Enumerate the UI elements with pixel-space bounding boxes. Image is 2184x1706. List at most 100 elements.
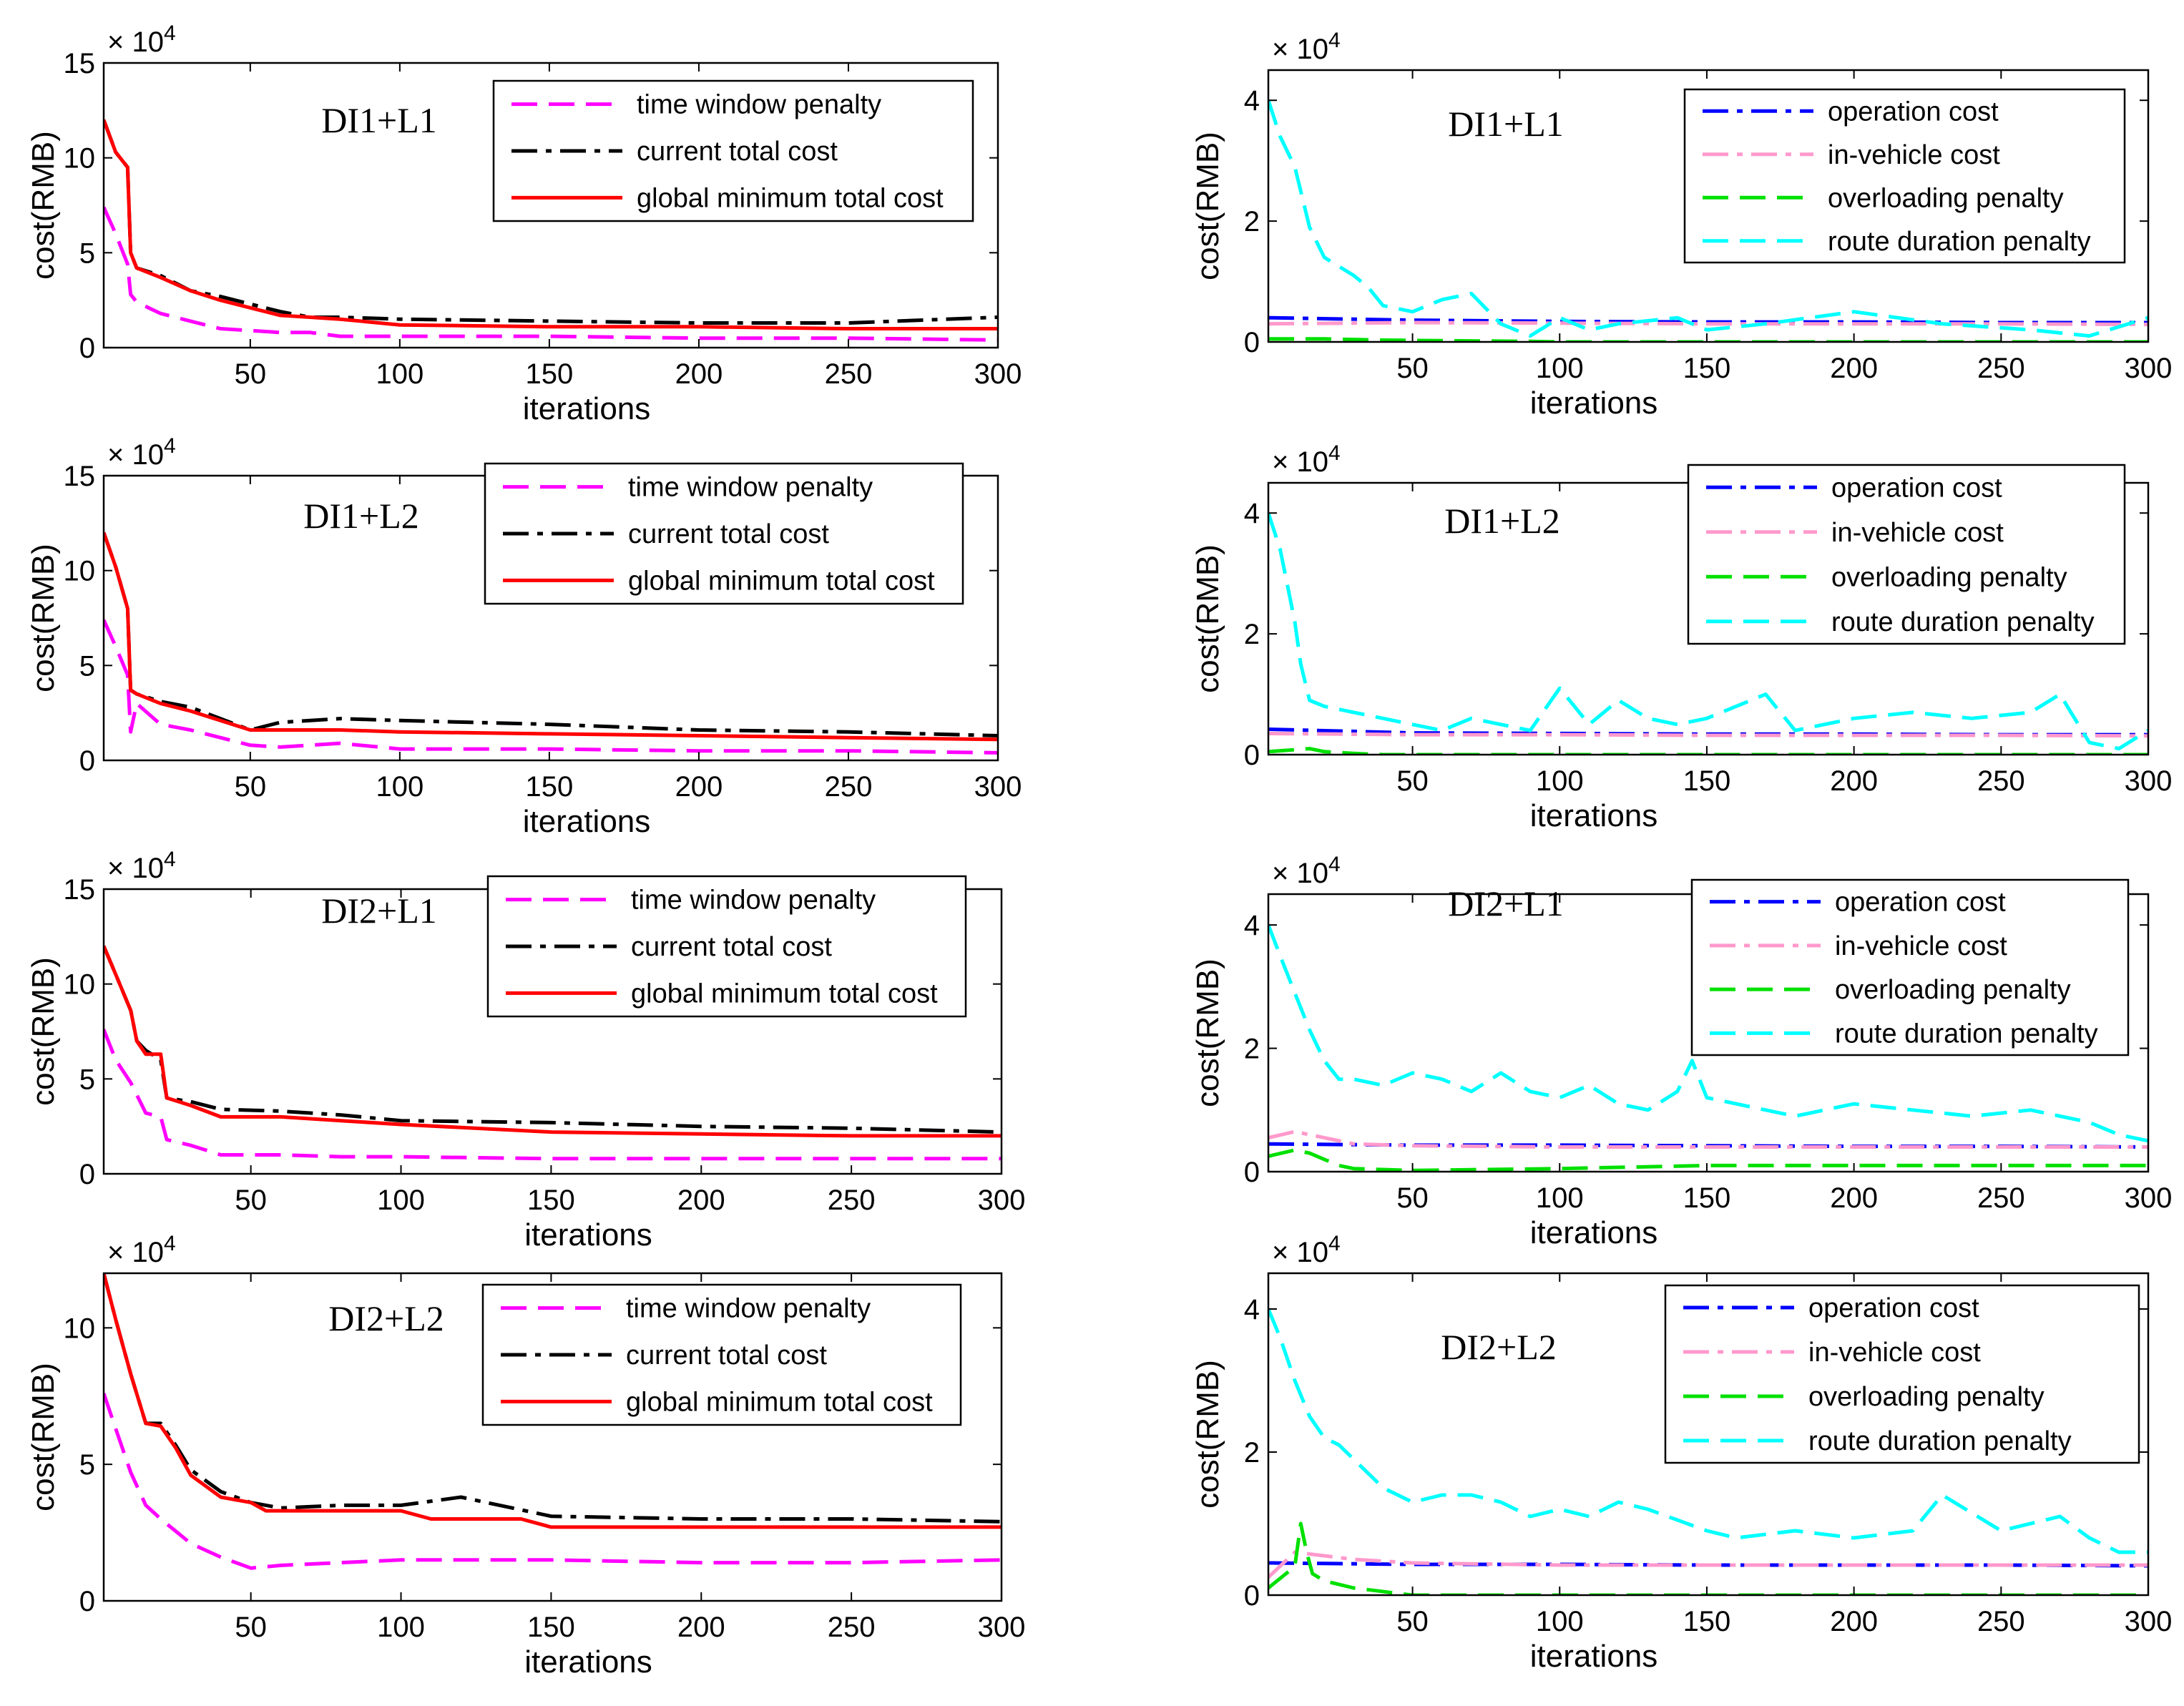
x-axis-label: iterations (524, 1644, 652, 1680)
legend-label: route duration penalty (1828, 227, 2091, 257)
legend-label: overloading penalty (1828, 183, 2064, 213)
series-line-route-duration-penalty (1268, 924, 2148, 1143)
legend-label: overloading penalty (1808, 1382, 2045, 1412)
x-axis-label: iterations (524, 1217, 652, 1252)
x-tick-label: 150 (526, 358, 574, 390)
y-tick-label: 5 (79, 1449, 95, 1481)
x-tick-label: 150 (1683, 765, 1731, 797)
x-tick-label: 150 (526, 771, 574, 803)
y-multiplier-label: × 104 (1272, 29, 1341, 65)
y-tick-label: 5 (79, 1064, 95, 1095)
y-axis-label: cost(RMB) (26, 957, 61, 1106)
y-tick-label: 15 (64, 874, 96, 906)
series-line-time-window-penalty (104, 1393, 1002, 1570)
panel-title: DI2+L1 (321, 891, 437, 931)
x-tick-label: 100 (377, 1612, 425, 1643)
y-axis-label: cost(RMB) (26, 1363, 61, 1511)
x-tick-label: 300 (974, 358, 1022, 390)
x-tick-label: 50 (235, 1185, 267, 1216)
axes-frame (102, 62, 999, 349)
legend: time window penalty current total cost glo… (486, 875, 967, 1018)
legend-box (1683, 88, 2126, 264)
y-multiplier-label: × 104 (107, 1232, 176, 1268)
legend: time window penalty current total cost glo… (492, 79, 974, 222)
y-multiplier-label: × 104 (107, 21, 176, 58)
series-line-route-duration-penalty (1268, 99, 2148, 338)
legend-label: time window penalty (626, 1294, 871, 1324)
x-tick-label: 50 (1396, 353, 1429, 384)
x-tick-label: 200 (1830, 1606, 1878, 1637)
axes-frame (1267, 69, 2150, 343)
legend: time window penalty current total cost glo… (481, 1283, 962, 1426)
legend-label: time window penalty (631, 886, 876, 916)
x-tick-label: 50 (1396, 765, 1429, 797)
chart-panel-8: 50 100 150 200 250 300 0 2 4 × 104 iterations cost(… (1190, 1232, 2172, 1674)
x-tick-label: 200 (1830, 353, 1878, 384)
chart-panel-6: 50 100 150 200 250 300 0 2 4 × 104 iterations cost(… (1190, 441, 2172, 833)
x-tick-label: 200 (675, 358, 723, 390)
panel-title: DI1+L2 (1444, 501, 1560, 541)
y-multiplier-label: × 104 (1272, 441, 1341, 478)
y-tick-label: 10 (64, 556, 96, 587)
panel-title: DI1+L2 (303, 496, 419, 536)
legend-label: global minimum total cost (631, 979, 938, 1009)
x-tick-label: 250 (828, 1612, 876, 1643)
x-tick-label: 50 (1396, 1606, 1429, 1637)
x-axis-label: iterations (523, 804, 651, 839)
x-tick-label: 250 (1977, 353, 2025, 384)
chart-panel-3: 50 100 150 200 250 300 0 5 10 15 × 104 iterations co… (26, 848, 1025, 1252)
x-tick-label: 300 (2125, 1606, 2173, 1637)
y-multiplier-label: × 104 (107, 434, 176, 471)
x-tick-label: 250 (825, 358, 873, 390)
y-tick-label: 2 (1244, 1034, 1260, 1065)
x-tick-label: 250 (1977, 765, 2025, 797)
legend-label: route duration penalty (1835, 1019, 2098, 1049)
y-tick-label: 5 (79, 650, 95, 682)
x-tick-label: 100 (376, 358, 424, 390)
legend-label: time window penalty (628, 473, 873, 503)
y-tick-label: 2 (1244, 206, 1260, 237)
legend: operation cost in-vehicle cost overloading… (1664, 1284, 2140, 1464)
series-line-overloading-penalty (1268, 747, 2148, 755)
x-tick-label: 50 (1396, 1182, 1429, 1214)
legend: time window penalty current total cost glo… (484, 462, 964, 605)
legend-label: global minimum total cost (628, 566, 935, 596)
y-tick-label: 4 (1244, 1294, 1260, 1325)
panel-title: DI2+L2 (328, 1298, 444, 1338)
legend-label: global minimum total cost (637, 183, 944, 213)
chart-panel-4: 50 100 150 200 250 300 0 5 10 × 104 iterations cost… (26, 1232, 1025, 1680)
legend-label: overloading penalty (1831, 562, 2067, 592)
y-tick-label: 10 (64, 969, 96, 1001)
y-axis-label: cost(RMB) (1190, 544, 1225, 693)
series-line-route-duration-penalty (1268, 1308, 2148, 1554)
x-tick-label: 300 (2125, 765, 2173, 797)
chart-panel-5: 50 100 150 200 250 300 0 2 4 × 104 iterations cost(… (1190, 29, 2172, 421)
x-tick-label: 300 (978, 1185, 1026, 1216)
series-line-overloading-penalty (1268, 1521, 2148, 1595)
x-tick-label: 100 (1536, 353, 1584, 384)
y-axis-label: cost(RMB) (1190, 959, 1225, 1107)
series-line-in-vehicle-cost (1268, 320, 2148, 326)
y-tick-label: 0 (1244, 1580, 1260, 1612)
legend-label: in-vehicle cost (1835, 931, 2007, 961)
legend-label: operation cost (1828, 97, 1999, 127)
legend: operation cost in-vehicle cost overloading… (1690, 878, 2130, 1057)
x-tick-label: 300 (2125, 353, 2173, 384)
y-axis-label: cost(RMB) (26, 544, 61, 692)
x-tick-label: 150 (527, 1612, 575, 1643)
y-axis-label: cost(RMB) (1190, 132, 1225, 280)
x-tick-label: 250 (1977, 1182, 2025, 1214)
legend-label: time window penalty (637, 90, 881, 120)
y-multiplier-label: × 104 (107, 848, 176, 884)
y-tick-label: 4 (1244, 85, 1260, 117)
x-tick-label: 100 (1536, 765, 1584, 797)
chart-panel-1: 50 100 150 200 250 300 0 5 10 15 × 104 iterations co… (26, 21, 1022, 426)
y-tick-label: 0 (1244, 740, 1260, 771)
x-tick-label: 100 (1536, 1606, 1584, 1637)
series-line-time-window-penalty (104, 619, 998, 755)
x-tick-label: 100 (376, 771, 424, 803)
x-tick-label: 50 (235, 771, 267, 803)
x-tick-label: 250 (828, 1185, 876, 1216)
x-tick-label: 150 (1683, 353, 1731, 384)
